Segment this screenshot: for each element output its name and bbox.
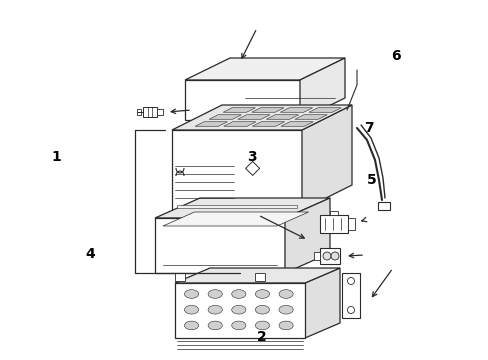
Polygon shape [285,198,329,273]
Polygon shape [280,108,312,112]
Polygon shape [172,105,351,130]
Polygon shape [163,212,308,226]
Polygon shape [184,80,299,120]
Text: 5: 5 [366,173,376,187]
Ellipse shape [255,290,269,298]
Polygon shape [302,105,351,210]
Ellipse shape [208,321,222,330]
Ellipse shape [279,305,293,314]
Polygon shape [237,115,269,119]
Ellipse shape [184,305,198,314]
Ellipse shape [231,305,245,314]
Polygon shape [195,122,227,126]
Polygon shape [308,108,341,112]
Ellipse shape [279,321,293,330]
Ellipse shape [255,305,269,314]
Polygon shape [294,115,326,119]
Polygon shape [299,58,345,120]
Polygon shape [157,109,163,115]
Polygon shape [347,218,354,230]
Polygon shape [251,108,284,112]
Ellipse shape [208,290,222,298]
Polygon shape [319,248,339,264]
Polygon shape [155,218,285,273]
Polygon shape [155,198,329,218]
Polygon shape [137,109,141,115]
Polygon shape [377,202,389,210]
Polygon shape [175,273,184,281]
Ellipse shape [231,290,245,298]
Polygon shape [305,268,339,338]
Polygon shape [175,283,305,338]
Polygon shape [172,130,302,210]
Ellipse shape [231,321,245,330]
Polygon shape [329,211,337,215]
Polygon shape [313,252,319,260]
Text: 2: 2 [256,330,266,343]
Circle shape [347,278,354,284]
Polygon shape [252,122,284,126]
Polygon shape [280,122,313,126]
Polygon shape [341,273,359,318]
Polygon shape [319,215,347,233]
Text: 1: 1 [51,150,61,163]
Ellipse shape [279,290,293,298]
Polygon shape [209,115,241,119]
Ellipse shape [255,321,269,330]
Polygon shape [223,122,256,126]
Ellipse shape [208,305,222,314]
Circle shape [330,252,338,260]
Text: 7: 7 [364,121,373,135]
Ellipse shape [184,321,198,330]
Text: 6: 6 [390,49,400,63]
Polygon shape [175,268,339,283]
Polygon shape [177,205,296,208]
Polygon shape [266,115,298,119]
Ellipse shape [184,290,198,298]
Circle shape [323,252,330,260]
Circle shape [347,306,354,314]
Polygon shape [254,273,264,281]
Polygon shape [223,108,255,112]
Polygon shape [184,58,345,80]
Polygon shape [142,107,157,117]
Text: 4: 4 [85,247,95,261]
Text: 3: 3 [246,150,256,163]
